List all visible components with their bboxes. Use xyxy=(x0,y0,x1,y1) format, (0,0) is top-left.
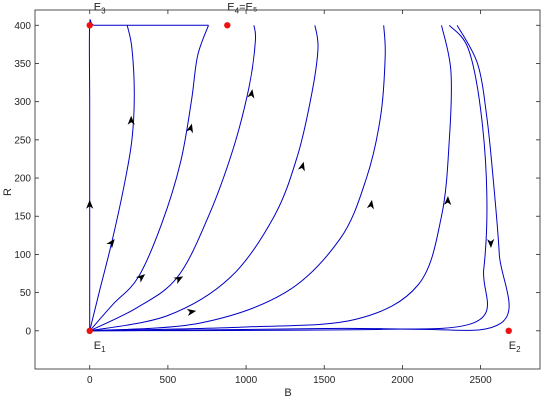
equilibrium-point xyxy=(86,22,93,29)
y-tick-label: 400 xyxy=(14,21,31,32)
y-tick-label: 350 xyxy=(14,59,31,70)
direction-arrow-3 xyxy=(127,115,135,125)
equilibrium-point xyxy=(224,22,231,29)
direction-arrow-11 xyxy=(444,196,452,206)
y-tick-label: 250 xyxy=(14,135,31,146)
trajectory-8 xyxy=(89,24,488,332)
trajectory-5 xyxy=(89,25,319,332)
x-tick-label: 0 xyxy=(87,375,93,386)
trajectory-2 xyxy=(89,25,135,331)
x-axis-label: B xyxy=(284,387,291,399)
equilibrium-point xyxy=(86,327,93,335)
y-tick-label: 0 xyxy=(25,326,31,337)
trajectory-6 xyxy=(89,25,386,332)
direction-arrow-5 xyxy=(186,123,194,134)
direction-arrow-1 xyxy=(86,199,94,209)
y-tick-label: 150 xyxy=(14,212,31,223)
x-tick-label: 1000 xyxy=(235,375,258,386)
tick-layer: 0 500 1000 1500 2000 2500 0 50 100 150 200 250 300 35… xyxy=(14,10,540,386)
direction-arrow-10 xyxy=(366,199,374,210)
direction-arrow-6 xyxy=(173,276,184,285)
x-tick-label: 2500 xyxy=(469,375,492,386)
y-tick-label: 300 xyxy=(14,97,31,108)
trajectory-1 xyxy=(88,19,209,331)
trajectory-layer xyxy=(88,19,510,332)
direction-arrow-7 xyxy=(247,89,255,99)
direction-arrow-9 xyxy=(297,161,305,172)
direction-arrow-8 xyxy=(186,308,197,316)
arrow-layer xyxy=(86,89,495,316)
trajectory-4 xyxy=(89,25,257,332)
x-tick-label: 2000 xyxy=(391,375,414,386)
plot-area xyxy=(34,9,541,370)
trajectory-9 xyxy=(89,25,510,332)
equilibrium-label: E4=E₅ xyxy=(227,1,257,15)
equilibrium-label: E2 xyxy=(509,340,521,354)
trajectory-3 xyxy=(89,25,209,332)
y-tick-label: 50 xyxy=(20,288,32,299)
equilibrium-layer: E1 E2 E3 E4=E₅ xyxy=(86,1,521,354)
y-axis-label: R xyxy=(2,188,14,196)
y-tick-label: 200 xyxy=(14,174,31,185)
direction-arrow-2 xyxy=(106,239,115,249)
x-tick-label: 1500 xyxy=(313,375,336,386)
trajectory-7 xyxy=(89,25,452,332)
y-tick-label: 100 xyxy=(14,250,31,261)
equilibrium-label: E3 xyxy=(94,1,106,15)
x-tick-label: 500 xyxy=(160,375,177,386)
direction-arrow-4 xyxy=(135,274,146,283)
direction-arrow-12 xyxy=(487,238,495,248)
equilibrium-point xyxy=(505,327,512,335)
equilibrium-label: E1 xyxy=(94,340,106,354)
